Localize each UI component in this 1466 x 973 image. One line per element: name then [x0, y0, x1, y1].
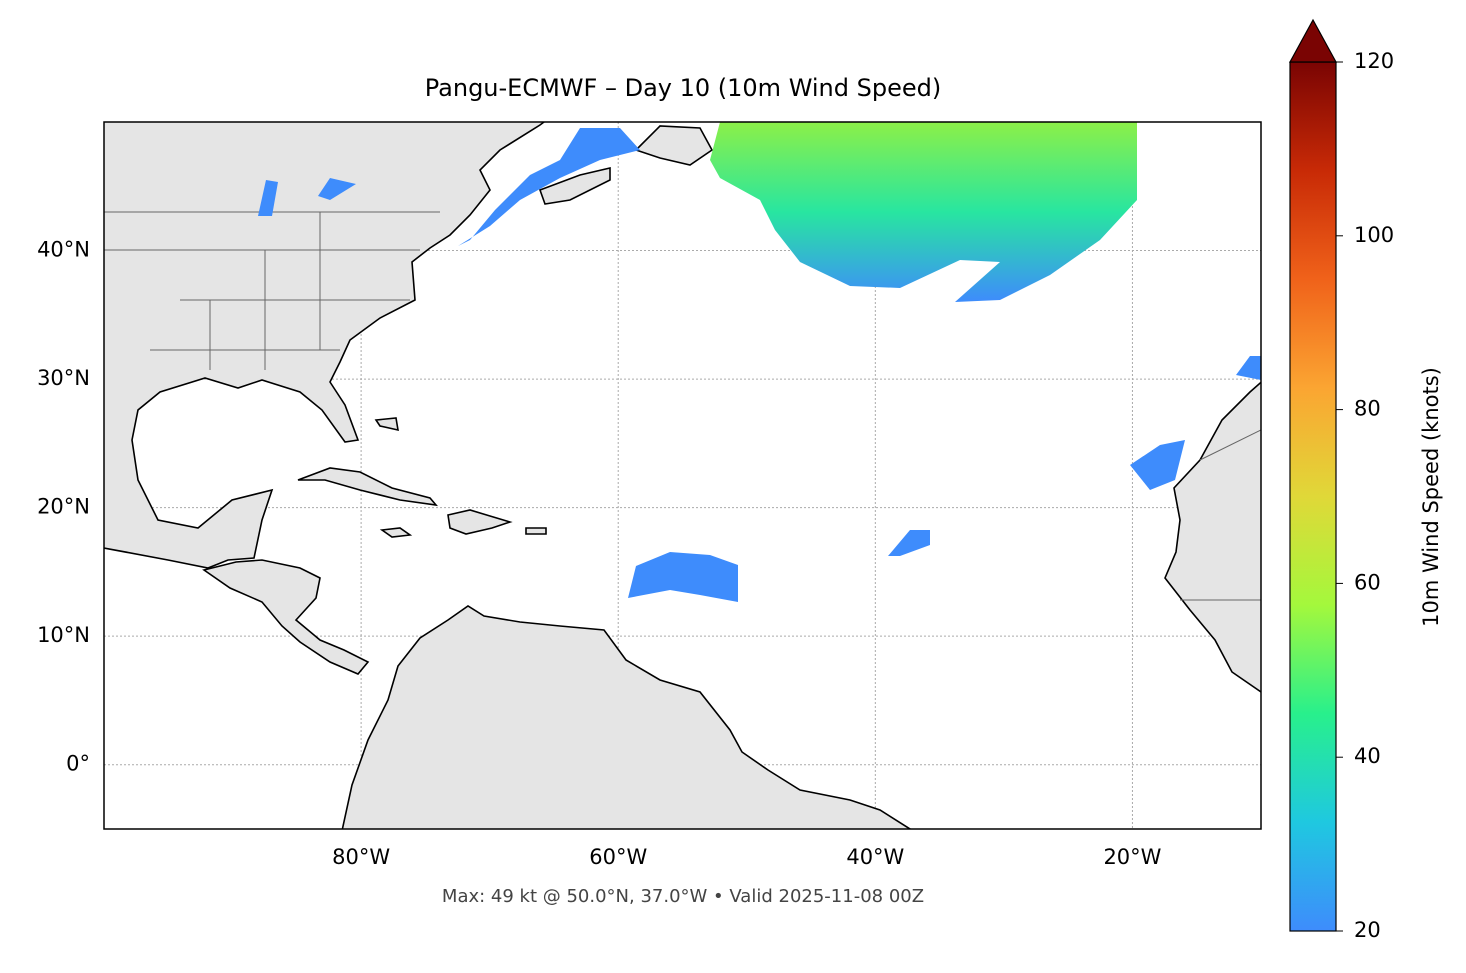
hispaniola — [447, 509, 513, 535]
y-tick-label: 0° — [66, 752, 90, 776]
africa — [1164, 381, 1261, 693]
colorbar-tick-label: 120 — [1354, 49, 1394, 73]
bahamas — [374, 417, 399, 432]
y-tick-label: 20°N — [37, 495, 90, 519]
colorbar-tick-label: 20 — [1354, 918, 1381, 942]
map-title: Pangu-ECMWF – Day 10 (10m Wind Speed) — [425, 74, 941, 102]
newfoundland — [634, 125, 714, 166]
x-tick-label: 40°W — [846, 845, 904, 869]
colorbar-label: 10m Wind Speed (knots) — [1419, 367, 1443, 627]
footer-note: Max: 49 kt @ 50.0°N, 37.0°W • Valid 2025… — [442, 886, 924, 907]
x-tick-label: 20°W — [1103, 845, 1161, 869]
south-america — [341, 605, 911, 829]
x-tick-label: 80°W — [332, 845, 390, 869]
map-frame — [103, 121, 1262, 830]
cuba — [297, 467, 438, 507]
colorbar-scale — [1289, 61, 1337, 932]
colorbar-tick-label: 100 — [1354, 223, 1394, 247]
nova-scotia — [538, 166, 611, 205]
x-tick-label: 60°W — [589, 845, 647, 869]
colorbar-tick-label: 40 — [1354, 744, 1381, 768]
colorbar: 10m Wind Speed (knots) 20 40 60 80 100 120 — [1288, 18, 1443, 942]
axis-labels: 80°W 60°W 40°W 20°W 0° 10°N 20°N 30°N 40°N — [37, 238, 1162, 869]
colorbar-tick-label: 60 — [1354, 570, 1381, 594]
wind-blob-3 — [1130, 440, 1185, 490]
y-tick-label: 10°N — [37, 623, 90, 647]
wind-coastal-strip — [458, 128, 640, 246]
colorbar-extension — [1288, 18, 1338, 63]
wind-blob-5 — [258, 178, 356, 216]
wind-blob-4 — [1236, 356, 1261, 380]
jamaica — [379, 527, 413, 538]
y-tick-label: 30°N — [37, 366, 90, 390]
wind-jet — [710, 122, 1137, 302]
wind-blob-2 — [888, 530, 930, 556]
wind-blob-1 — [628, 552, 738, 602]
y-tick-label: 40°N — [37, 238, 90, 262]
central-america — [202, 559, 370, 675]
colorbar-tick-label: 80 — [1354, 397, 1381, 421]
north-america — [104, 122, 546, 569]
map-area — [104, 122, 1261, 829]
puerto-rico — [525, 527, 547, 535]
